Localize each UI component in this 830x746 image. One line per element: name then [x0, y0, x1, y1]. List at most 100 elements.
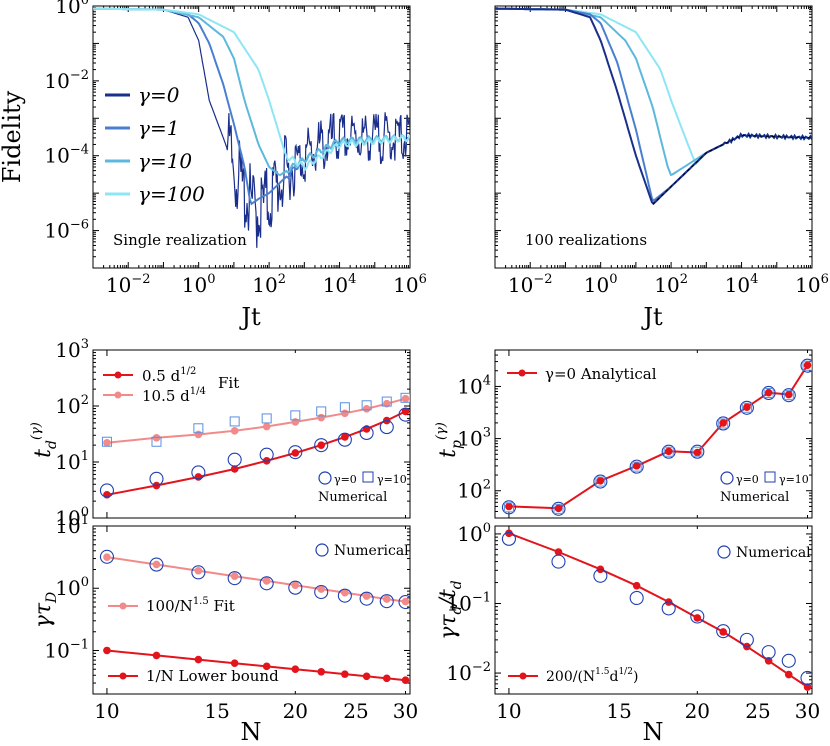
y-tick-label: 100: [55, 505, 89, 530]
data-circle: [761, 385, 776, 401]
data-circle: [716, 624, 731, 639]
gt-legend-circle-marker: [315, 543, 329, 557]
fit-point: [743, 403, 751, 411]
fit-point: [317, 441, 326, 449]
plot-area-ratio: [501, 529, 812, 691]
gamma-tau-axis-label: γτD: [31, 592, 60, 629]
plot-area-tp: [501, 358, 812, 516]
fidelity-curve-0: [495, 7, 812, 205]
legend-fit4-label: 200/(N1.5d1/2): [546, 667, 638, 685]
data-circle: [191, 565, 206, 580]
legend-label-gamma0: γ=0: [138, 83, 180, 107]
data-square: [151, 436, 162, 447]
fit-point: [401, 407, 410, 416]
reference-dashed-curve: [652, 134, 812, 205]
tp-axis-label: tp(γ): [434, 422, 465, 458]
data-square: [381, 396, 392, 407]
tp-numerical-label: Numerical: [720, 490, 789, 505]
data-circle: [259, 447, 274, 462]
legend-fit2-marker: [114, 391, 122, 399]
data-circle: [337, 432, 352, 447]
fit-point: [341, 409, 349, 418]
data-circle: [551, 501, 566, 516]
data-square: [193, 423, 204, 434]
fit-point: [401, 394, 410, 403]
data-square: [741, 402, 752, 413]
fit-point: [632, 581, 641, 590]
fit-point: [803, 361, 812, 370]
data-square: [290, 410, 301, 421]
data-circle: [288, 580, 303, 595]
single-realization-annotation: Single realization: [113, 231, 247, 249]
fit-point: [596, 477, 605, 485]
fit-point: [194, 655, 203, 664]
data-circle: [629, 590, 644, 606]
x-tick-label: 25: [745, 699, 770, 723]
data-square: [316, 406, 327, 417]
fit-point: [230, 465, 239, 473]
tp-legend-square-marker: [764, 471, 776, 483]
fit-point: [317, 413, 326, 422]
fit-point: [784, 390, 793, 399]
fit-point: [362, 672, 371, 681]
jt-axis-label-right: Jt: [640, 303, 663, 331]
data-circle: [661, 601, 676, 616]
data-circle: [359, 425, 374, 441]
fit-line-2: [508, 364, 809, 510]
data-circle: [398, 407, 410, 422]
x-tick-label: 100: [584, 272, 618, 297]
x-tick-label: 15: [204, 699, 229, 723]
data-square: [503, 502, 514, 513]
y-tick-label: 100: [55, 575, 89, 600]
x-tick-label: 10−2: [508, 272, 553, 297]
fidelity-curve-2: [495, 7, 812, 177]
y-tick-label: 101: [55, 449, 89, 474]
fit-point: [382, 595, 391, 603]
data-square: [802, 360, 812, 371]
fit-point: [152, 434, 161, 442]
y-tick-label: 103: [55, 337, 89, 362]
data-square: [692, 446, 703, 457]
legend-analytical-label: γ=0 Analytical: [545, 365, 657, 383]
data-circle: [149, 471, 164, 486]
data-square: [261, 413, 272, 424]
fidelity-curve-1: [495, 7, 812, 203]
data-square: [361, 400, 372, 411]
data-square: [101, 436, 112, 447]
legend-analytical-marker: [518, 369, 526, 377]
fit-point: [554, 548, 563, 556]
y-tick-label: 10−1: [44, 637, 89, 662]
data-circle: [501, 531, 516, 546]
plot-area-fidelity-average: [495, 7, 812, 205]
fit-point: [401, 676, 410, 685]
x-tick-label: 25: [343, 699, 368, 723]
data-circle: [288, 445, 303, 460]
legend-lower-bound-marker: [119, 672, 127, 680]
data-circle: [314, 584, 329, 600]
data-circle: [359, 591, 374, 606]
data-circle: [781, 388, 796, 403]
y-tick-label: 10−2: [446, 660, 491, 685]
data-circle: [593, 474, 608, 489]
data-square: [631, 461, 642, 472]
y-tick-label: 10−1: [446, 590, 491, 615]
x-tick-label: 104: [725, 272, 759, 297]
data-circle: [629, 459, 644, 474]
fit-point: [291, 449, 300, 457]
x-tick-label: 106: [795, 272, 829, 297]
fidelity-curve-3: [495, 7, 812, 165]
fidelity-legend: γ=0 γ=1 γ=10 γ=100: [105, 83, 205, 206]
y-tick-label: 101: [55, 513, 89, 538]
legend-label-gamma10: γ=10: [138, 149, 192, 173]
x-tick-label: 10: [94, 699, 119, 723]
legend-fit4-marker: [519, 672, 527, 680]
gt-numerical-label: Numerical: [334, 543, 409, 559]
y-tick-label: 102: [457, 478, 491, 503]
fit-point: [103, 553, 111, 561]
data-circle: [800, 670, 812, 686]
data-square: [595, 476, 606, 487]
fit-point: [362, 592, 371, 600]
x-tick-label: 100: [182, 272, 216, 297]
x-tick-label: 15: [606, 699, 631, 723]
